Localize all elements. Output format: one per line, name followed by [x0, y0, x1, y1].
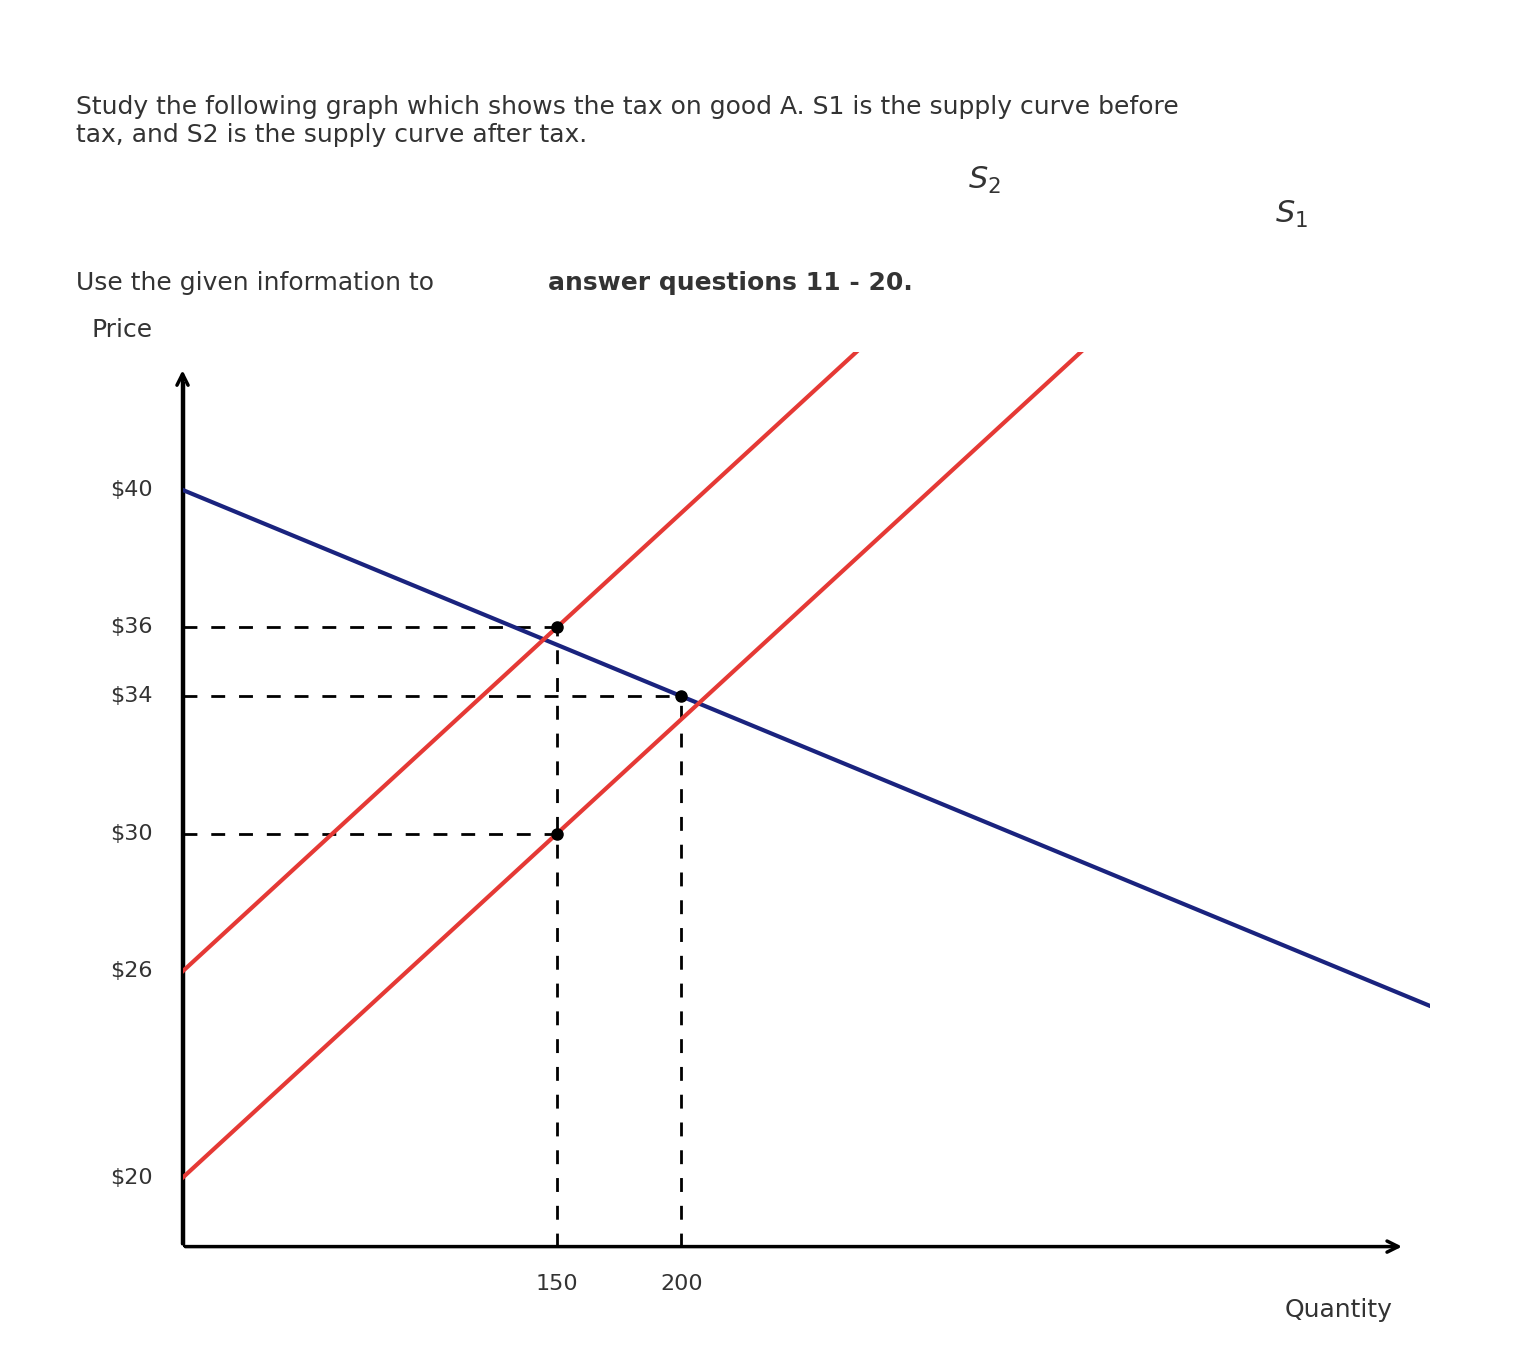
Text: Use the given information to: Use the given information to [76, 271, 443, 295]
Text: $S_2$: $S_2$ [969, 165, 1001, 196]
Text: Quantity: Quantity [1284, 1298, 1392, 1322]
Text: Study the following graph which shows the tax on good A. S1 is the supply curve : Study the following graph which shows th… [76, 95, 1179, 146]
Text: $36: $36 [110, 618, 152, 637]
Text: $30: $30 [110, 824, 152, 844]
Text: $S_1$: $S_1$ [1275, 199, 1308, 230]
Text: $20: $20 [110, 1168, 152, 1188]
Text: $34: $34 [110, 686, 152, 706]
Text: 200: 200 [660, 1274, 703, 1294]
Text: Price: Price [91, 318, 152, 341]
Text: answer questions 11 - 20.: answer questions 11 - 20. [548, 271, 913, 295]
Text: $40: $40 [110, 480, 152, 500]
Text: 150: 150 [535, 1274, 578, 1294]
Text: $26: $26 [110, 962, 152, 981]
